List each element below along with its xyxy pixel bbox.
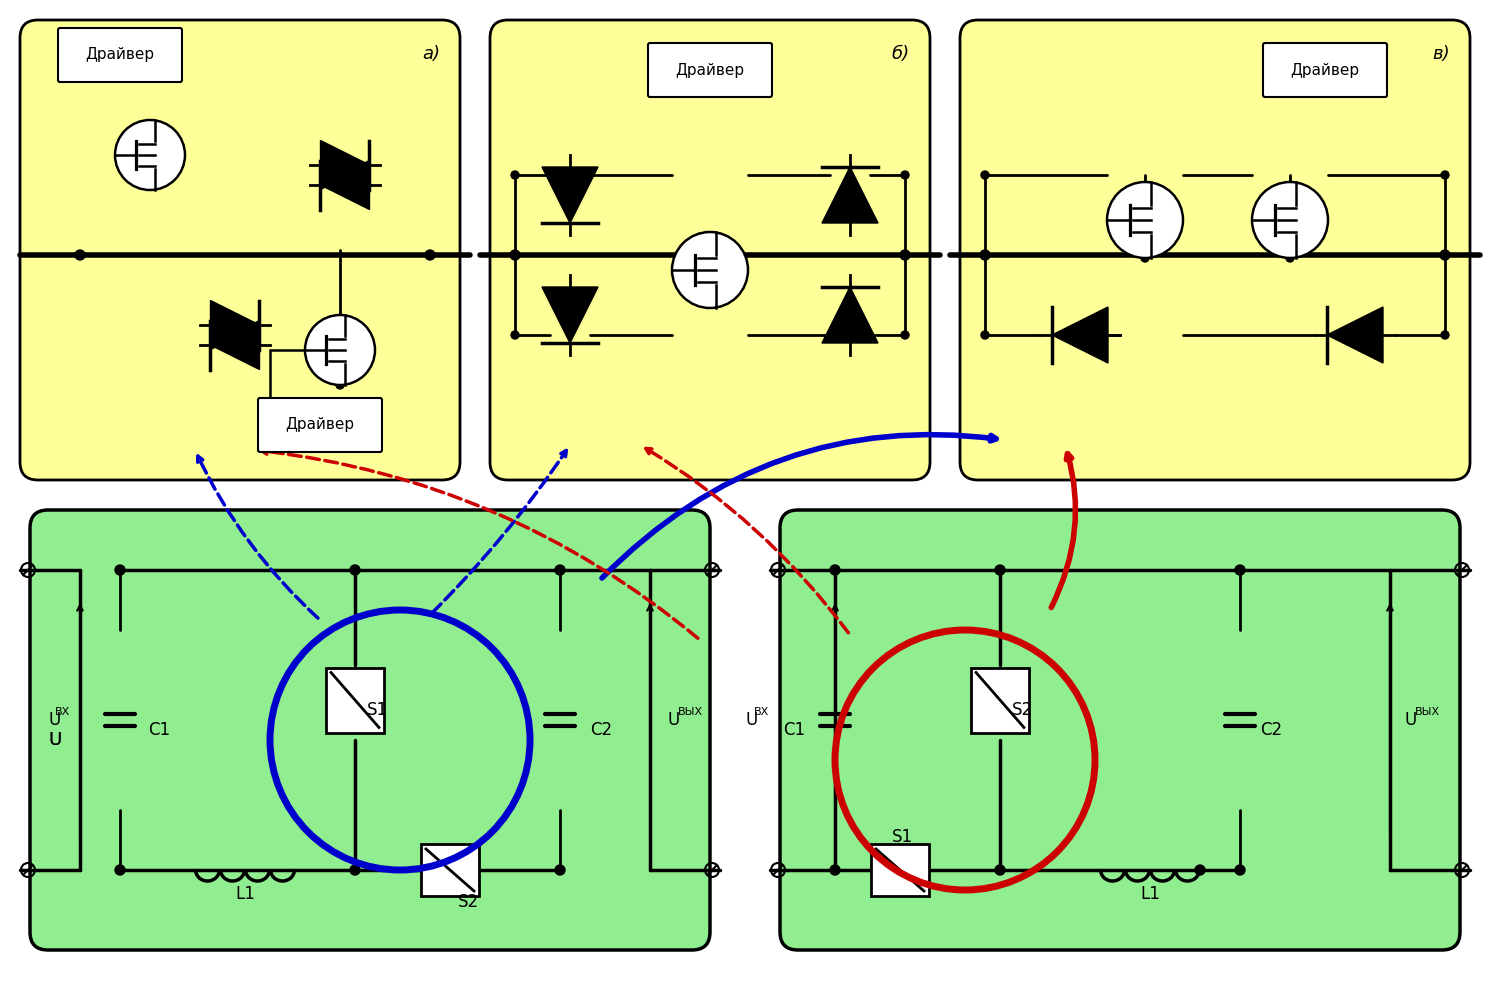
Bar: [421, 844, 480, 896]
Text: U: U: [1405, 711, 1417, 729]
FancyBboxPatch shape: [648, 43, 772, 97]
Circle shape: [426, 250, 435, 260]
Circle shape: [349, 865, 360, 875]
Text: в): в): [1433, 45, 1450, 63]
FancyBboxPatch shape: [779, 510, 1460, 950]
Polygon shape: [1052, 307, 1108, 363]
FancyBboxPatch shape: [1264, 43, 1387, 97]
Circle shape: [995, 565, 1004, 575]
Circle shape: [510, 250, 520, 260]
Polygon shape: [321, 161, 369, 210]
Circle shape: [75, 250, 85, 260]
FancyBboxPatch shape: [30, 510, 711, 950]
Circle shape: [1252, 182, 1328, 258]
Circle shape: [115, 565, 124, 575]
Polygon shape: [1327, 307, 1384, 363]
Text: S2: S2: [457, 893, 478, 911]
Circle shape: [672, 232, 748, 308]
Text: U: U: [669, 711, 681, 729]
FancyBboxPatch shape: [258, 398, 382, 452]
Circle shape: [1286, 254, 1294, 262]
Circle shape: [115, 865, 124, 875]
Text: U: U: [49, 731, 61, 749]
FancyBboxPatch shape: [959, 20, 1471, 480]
Text: S2: S2: [1012, 701, 1033, 719]
Circle shape: [1441, 171, 1450, 179]
Text: б): б): [892, 45, 910, 63]
Polygon shape: [210, 321, 259, 370]
Circle shape: [980, 250, 989, 260]
Circle shape: [1141, 254, 1150, 262]
Circle shape: [511, 171, 519, 179]
FancyBboxPatch shape: [19, 20, 460, 480]
Bar: [325, 667, 384, 733]
Circle shape: [901, 171, 908, 179]
Circle shape: [980, 171, 989, 179]
Circle shape: [555, 565, 565, 575]
Circle shape: [304, 315, 375, 385]
Circle shape: [901, 331, 908, 339]
Text: U: U: [747, 711, 758, 729]
Circle shape: [1235, 565, 1246, 575]
Circle shape: [1106, 182, 1183, 258]
Text: а): а): [423, 45, 441, 63]
Polygon shape: [543, 167, 598, 223]
Polygon shape: [543, 287, 598, 343]
Text: S1: S1: [366, 701, 388, 719]
Bar: [871, 844, 929, 896]
Circle shape: [1441, 331, 1450, 339]
Polygon shape: [821, 287, 878, 343]
Text: C1: C1: [782, 721, 805, 739]
Text: Драйвер: Драйвер: [676, 63, 745, 77]
Text: U: U: [49, 731, 61, 749]
Circle shape: [830, 865, 839, 875]
Text: Драйвер: Драйвер: [85, 47, 154, 63]
Circle shape: [980, 331, 989, 339]
Bar: [971, 667, 1028, 733]
Polygon shape: [210, 300, 259, 349]
Text: ВХ: ВХ: [55, 707, 70, 717]
Circle shape: [830, 565, 839, 575]
Text: U: U: [49, 711, 61, 729]
Text: C2: C2: [591, 721, 612, 739]
Circle shape: [1195, 865, 1205, 875]
Circle shape: [995, 865, 1004, 875]
Circle shape: [336, 381, 343, 389]
Text: L1: L1: [1141, 885, 1160, 903]
Circle shape: [511, 331, 519, 339]
Polygon shape: [321, 140, 369, 189]
Text: ВЫХ: ВЫХ: [1415, 707, 1441, 717]
Circle shape: [349, 565, 360, 575]
FancyBboxPatch shape: [58, 28, 181, 82]
Text: C2: C2: [1261, 721, 1282, 739]
Text: S1: S1: [892, 828, 913, 846]
Text: Драйвер: Драйвер: [1291, 63, 1360, 77]
Circle shape: [1235, 865, 1246, 875]
Polygon shape: [821, 167, 878, 223]
Circle shape: [899, 250, 910, 260]
Circle shape: [1441, 250, 1450, 260]
Circle shape: [555, 865, 565, 875]
Text: L1: L1: [235, 885, 255, 903]
Circle shape: [115, 120, 184, 190]
Text: ВХ: ВХ: [754, 707, 769, 717]
Text: C1: C1: [148, 721, 169, 739]
Text: Драйвер: Драйвер: [285, 418, 355, 433]
FancyBboxPatch shape: [490, 20, 929, 480]
Text: ВЫХ: ВЫХ: [678, 707, 703, 717]
